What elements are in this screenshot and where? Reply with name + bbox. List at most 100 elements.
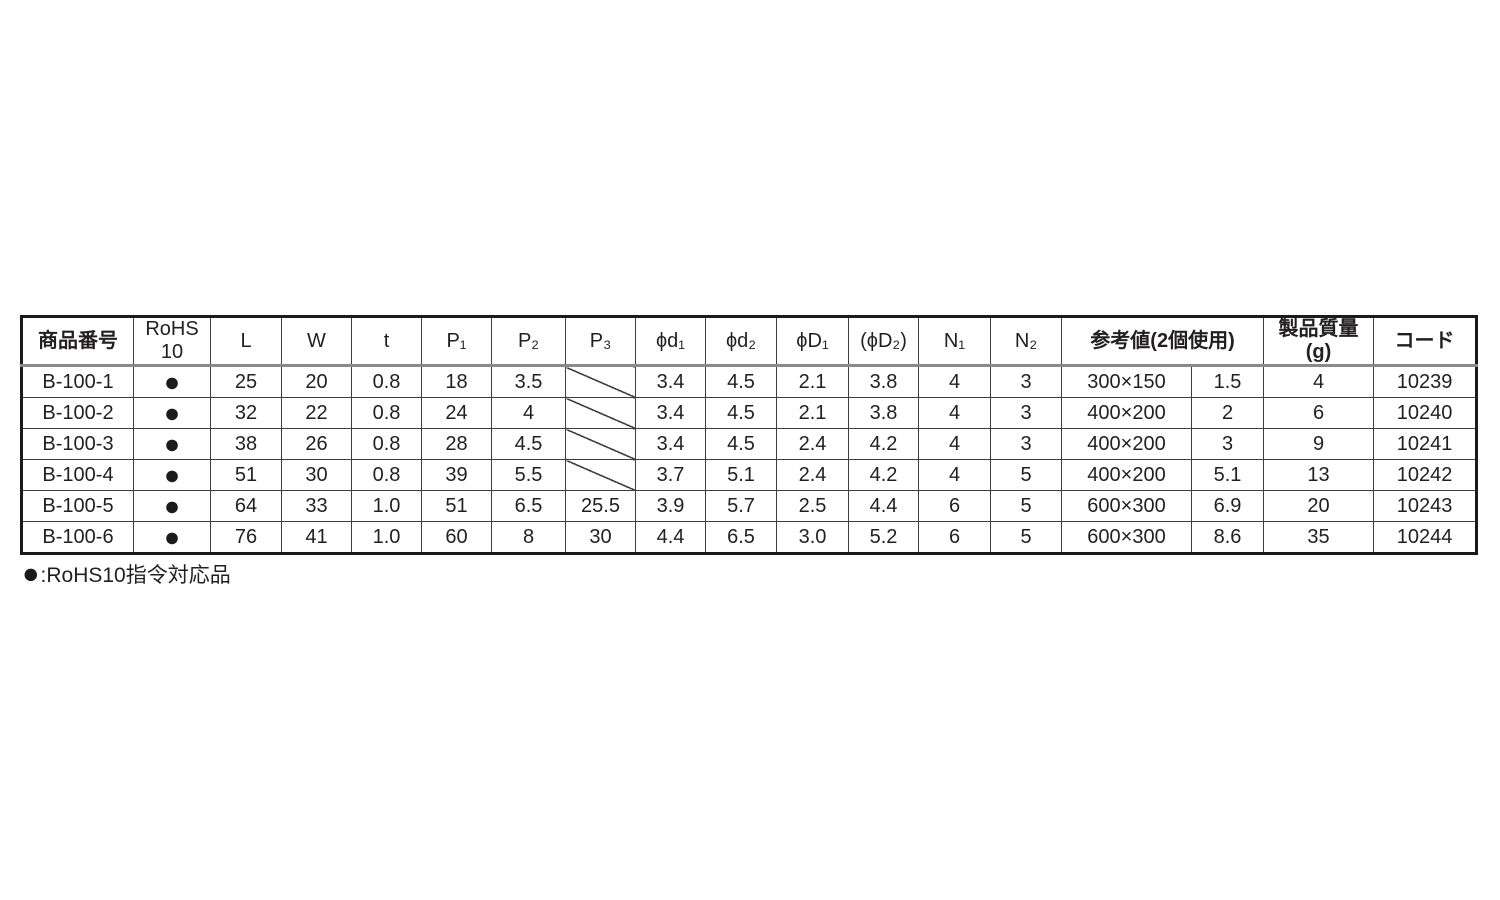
cell-N2: 5 [990,459,1062,491]
cell-phi-D2: 4.4 [848,490,919,522]
cell-P1: 39 [421,459,492,491]
cell-L: 38 [210,428,282,460]
col-header-P3: P₃ [565,316,636,367]
cell-phi-D2: 4.2 [848,428,919,460]
cell-code: 10242 [1373,459,1478,491]
header-row: 商品番号 RoHS 10 L W t P₁ P₂ P₃ ϕd₁ ϕd₂ ϕD₁ … [21,316,1478,367]
cell-P1: 24 [421,397,492,429]
cell-product-number: B-100-4 [21,459,134,491]
cell-reference-size: 600×300 [1061,490,1192,522]
cell-P2: 6.5 [491,490,566,522]
cell-code: 10244 [1373,521,1478,554]
cell-reference-size: 400×200 [1061,428,1192,460]
cell-N2: 3 [990,365,1062,398]
col-header-N1: N₁ [918,316,991,367]
cell-phi-d1: 3.4 [635,397,706,429]
cell-t: 1.0 [351,490,422,522]
cell-P3: 25.5 [565,490,636,522]
cell-W: 26 [281,428,352,460]
col-header-N2: N₂ [990,316,1062,367]
cell-reference-size: 400×200 [1061,459,1192,491]
cell-phi-D2: 5.2 [848,521,919,554]
cell-rohs10: ● [133,428,211,460]
cell-P2: 8 [491,521,566,554]
cell-reference-size: 600×300 [1061,521,1192,554]
cell-phi-d2: 5.1 [705,459,777,491]
col-header-phi-D2: (ϕD₂) [848,316,919,367]
table-row: B-100-1 ● 25 20 0.8 18 3.5 3.4 4.5 2.1 3.8 4 3 300×15… [21,365,1478,398]
cell-P3 [565,365,636,398]
cell-W: 33 [281,490,352,522]
spec-table: 商品番号 RoHS 10 L W t P₁ P₂ P₃ ϕd₁ ϕd₂ ϕD₁ … [20,315,1479,555]
cell-N1: 4 [918,365,991,398]
cell-P2: 4.5 [491,428,566,460]
cell-P2: 4 [491,397,566,429]
cell-rohs10: ● [133,459,211,491]
cell-P3 [565,459,636,491]
cell-reference-value: 6.9 [1190,490,1265,522]
col-header-reference-value: 参考値(2個使用) [1060,316,1265,367]
cell-P2: 5.5 [491,459,566,491]
cell-product-number: B-100-2 [21,397,134,429]
col-header-W: W [281,316,352,367]
table-row: B-100-6 ● 76 41 1.0 60 8 30 4.4 6.5 3.0 5.2 6 5 600×30… [21,521,1478,554]
cell-reference-value: 2 [1190,397,1265,429]
cell-N1: 4 [918,459,991,491]
cell-weight-g: 9 [1263,428,1375,460]
cell-phi-D1: 2.4 [776,428,849,460]
cell-P1: 51 [421,490,492,522]
cell-phi-D2: 3.8 [848,397,919,429]
cell-phi-d1: 3.7 [635,459,706,491]
table-row: B-100-4 ● 51 30 0.8 39 5.5 3.7 5.1 2.4 4.2 4 5 400×20… [21,459,1478,491]
cell-product-number: B-100-3 [21,428,134,460]
cell-phi-D1: 2.1 [776,365,849,398]
cell-weight-g: 4 [1263,365,1375,398]
cell-weight-g: 35 [1263,521,1375,554]
col-header-rohs10: RoHS 10 [133,316,211,367]
cell-phi-d2: 4.5 [705,397,777,429]
cell-phi-d1: 3.4 [635,365,706,398]
cell-N2: 3 [990,428,1062,460]
cell-N2: 5 [990,490,1062,522]
cell-N1: 6 [918,521,991,554]
col-header-t: t [351,316,422,367]
cell-phi-D1: 2.5 [776,490,849,522]
cell-P1: 60 [421,521,492,554]
cell-phi-d1: 3.9 [635,490,706,522]
cell-phi-D2: 3.8 [848,365,919,398]
cell-reference-size: 400×200 [1061,397,1192,429]
cell-N1: 4 [918,397,991,429]
cell-phi-D2: 4.2 [848,459,919,491]
cell-code: 10241 [1373,428,1478,460]
cell-reference-value: 3 [1190,428,1265,460]
cell-phi-d2: 5.7 [705,490,777,522]
cell-P1: 28 [421,428,492,460]
cell-code: 10240 [1373,397,1478,429]
cell-L: 32 [210,397,282,429]
cell-N2: 5 [990,521,1062,554]
cell-reference-value: 5.1 [1190,459,1265,491]
cell-P3 [565,397,636,429]
table-row: B-100-2 ● 32 22 0.8 24 4 3.4 4.5 2.1 3.8 4 3 400×200 2… [21,397,1478,429]
rohs-footnote: ● :RoHS10指令対応品 [22,559,231,589]
col-header-phi-d2: ϕd₂ [705,316,777,367]
col-header-P2: P₂ [491,316,566,367]
cell-weight-g: 6 [1263,397,1375,429]
cell-N1: 4 [918,428,991,460]
col-header-phi-d1: ϕd₁ [635,316,706,367]
col-header-L: L [210,316,282,367]
cell-W: 30 [281,459,352,491]
cell-P3: 30 [565,521,636,554]
cell-reference-value: 8.6 [1190,521,1265,554]
cell-phi-d2: 6.5 [705,521,777,554]
cell-L: 76 [210,521,282,554]
cell-code: 10239 [1373,365,1478,398]
cell-L: 25 [210,365,282,398]
cell-P3 [565,428,636,460]
cell-reference-value: 1.5 [1190,365,1265,398]
cell-t: 0.8 [351,459,422,491]
cell-L: 51 [210,459,282,491]
cell-code: 10243 [1373,490,1478,522]
cell-W: 22 [281,397,352,429]
